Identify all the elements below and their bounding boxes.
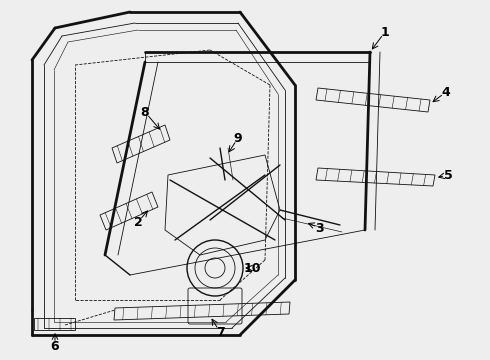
Text: 6: 6 xyxy=(50,339,59,352)
Text: 9: 9 xyxy=(234,131,243,144)
Text: 4: 4 xyxy=(441,86,450,99)
Text: 5: 5 xyxy=(443,168,452,181)
Text: 10: 10 xyxy=(243,261,261,274)
Text: 2: 2 xyxy=(134,216,143,229)
Text: 3: 3 xyxy=(316,221,324,234)
Text: 8: 8 xyxy=(141,105,149,118)
Text: 1: 1 xyxy=(381,26,390,39)
Text: 7: 7 xyxy=(216,325,224,338)
